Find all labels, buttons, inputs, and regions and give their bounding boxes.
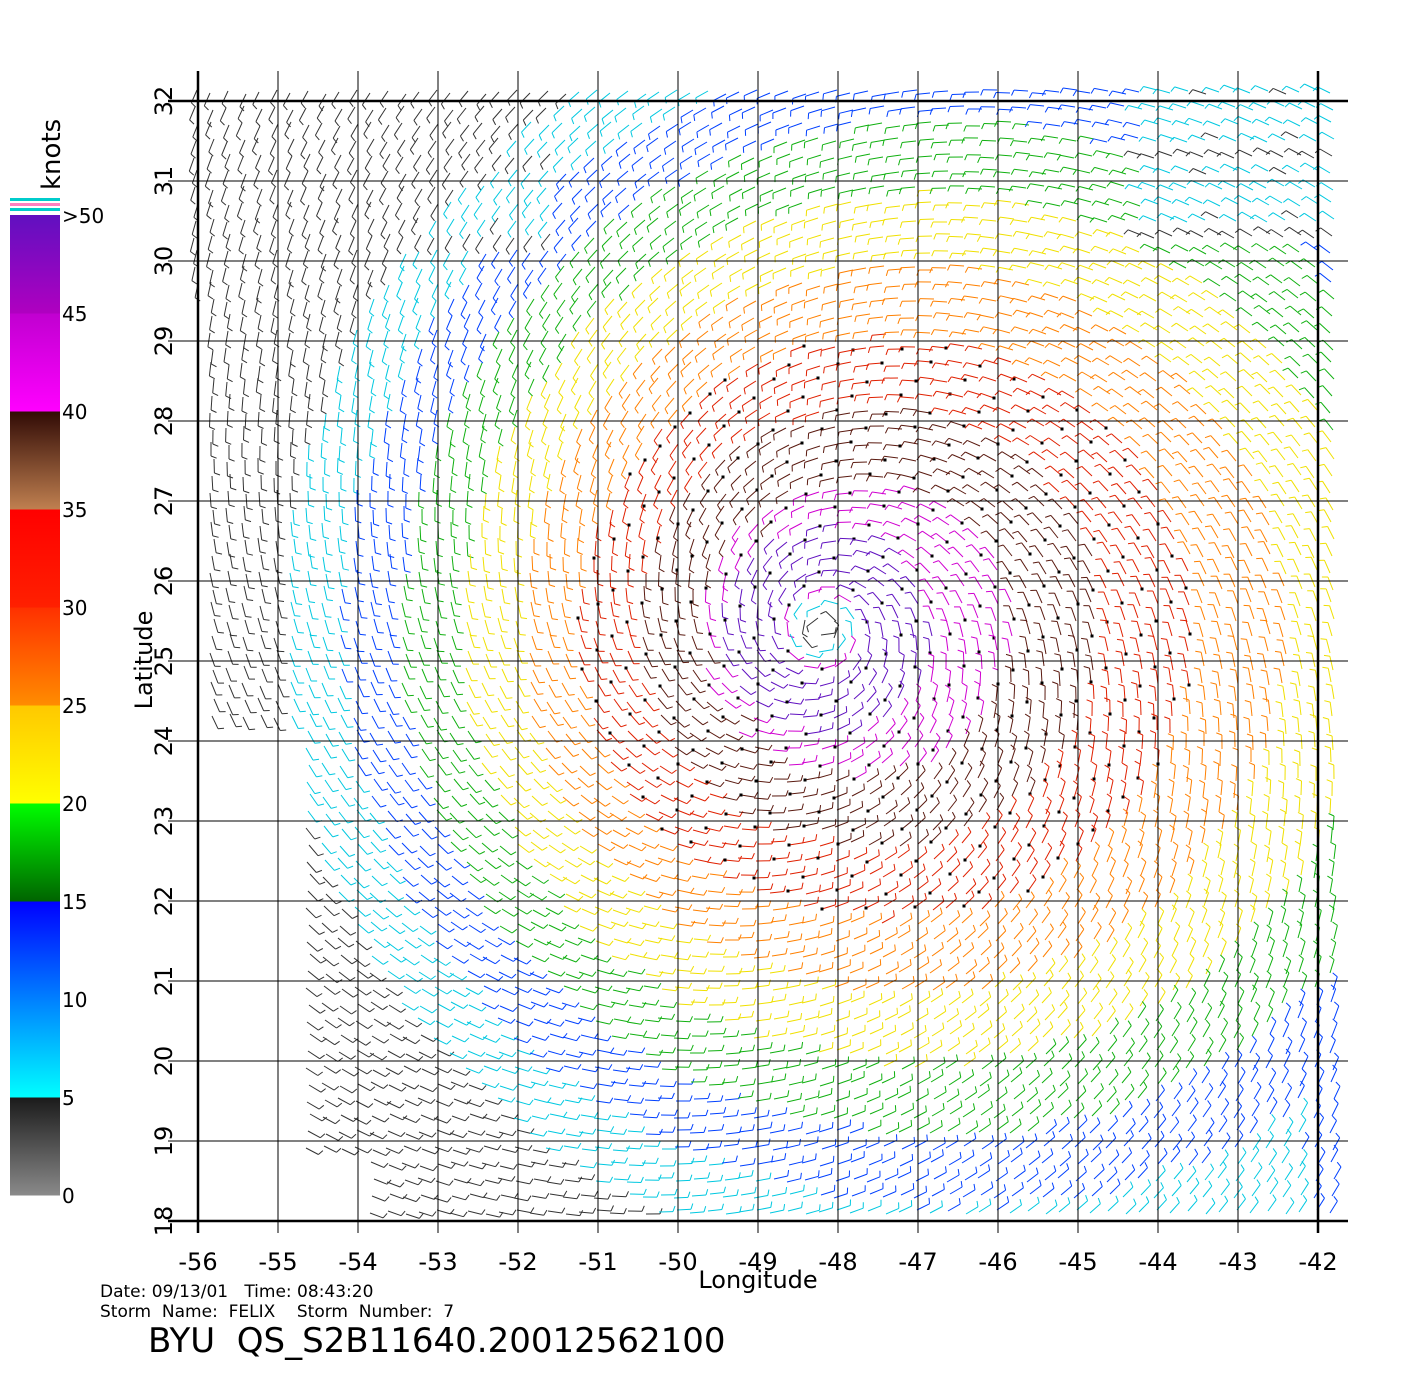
latitude-tick-label: 19 xyxy=(150,1126,178,1157)
longitude-tick-label: -48 xyxy=(818,1248,857,1276)
longitude-tick-label: -46 xyxy=(978,1248,1017,1276)
storm-info-line: Storm Name: FELIX Storm Number: 7 xyxy=(100,1302,454,1322)
longitude-tick-label: -43 xyxy=(1218,1248,1257,1276)
longitude-tick-labels: -56 -55 -54 -53 -52 -51 -50 -49 -48 -47 -46 -45 -44 -… xyxy=(178,1248,1337,1276)
colorbar-tick-label: 15 xyxy=(62,890,87,914)
latitude-tick-labels: 18 19 20 21 22 23 24 25 26 27 28 29 30 31 32 xyxy=(150,86,178,1237)
latitude-tick-label: 24 xyxy=(150,726,178,757)
y-axis-label: Latitude xyxy=(130,611,158,710)
colorbar-tick-label: 10 xyxy=(62,988,87,1012)
date-time-line: Date: 09/13/01 Time: 08:43:20 xyxy=(100,1282,373,1302)
longitude-tick-label: -54 xyxy=(338,1248,377,1276)
colorbar-segment xyxy=(10,313,60,412)
longitude-tick-label: -55 xyxy=(258,1248,297,1276)
colorbar-tick-label: 0 xyxy=(62,1184,75,1208)
colorbar-segment xyxy=(10,411,60,510)
longitude-tick-label: -49 xyxy=(738,1248,777,1276)
footer: Date: 09/13/01 Time: 08:43:20 Storm Name… xyxy=(100,1282,726,1361)
colorbar-tick-label: 45 xyxy=(62,302,87,326)
colorbar-tick-labels: 0 5 10 15 20 25 30 35 40 45 >50 xyxy=(62,204,104,1208)
longitude-tick-label: -50 xyxy=(658,1248,697,1276)
lat-lon-grid xyxy=(168,71,1348,1233)
longitude-tick-label: -42 xyxy=(1298,1248,1337,1276)
colorbar: knots 0 5 10 15 20 25 30 35 40 45 >50 xyxy=(10,119,104,1208)
colorbar-tick-label: 30 xyxy=(62,596,87,620)
colorbar-tick-label: 20 xyxy=(62,792,87,816)
x-axis-label: Longitude xyxy=(698,1266,817,1294)
longitude-tick-label: -45 xyxy=(1058,1248,1097,1276)
colorbar-segment xyxy=(10,215,60,314)
colorbar-segment xyxy=(10,803,60,902)
colorbar-tick-label: >50 xyxy=(62,204,104,228)
colorbar-segment xyxy=(10,607,60,706)
latitude-tick-label: 30 xyxy=(150,246,178,277)
latitude-tick-label: 18 xyxy=(150,1206,178,1237)
latitude-tick-label: 32 xyxy=(150,86,178,117)
colorbar-tick-label: 25 xyxy=(62,694,87,718)
colorbar-segment xyxy=(10,901,60,1000)
longitude-tick-label: -44 xyxy=(1138,1248,1177,1276)
latitude-tick-label: 22 xyxy=(150,886,178,917)
wind-barbs xyxy=(188,83,1342,1219)
latitude-tick-label: 29 xyxy=(150,326,178,357)
longitude-tick-label: -51 xyxy=(578,1248,617,1276)
longitude-tick-label: -53 xyxy=(418,1248,457,1276)
latitude-tick-label: 31 xyxy=(150,166,178,197)
latitude-tick-label: 21 xyxy=(150,966,178,997)
longitude-tick-label: -47 xyxy=(898,1248,937,1276)
colorbar-tick-label: 40 xyxy=(62,400,87,424)
latitude-tick-label: 25 xyxy=(150,646,178,677)
product-id: BYU QS_S2B11640.20012562100 xyxy=(148,1321,726,1361)
colorbar-segment xyxy=(10,999,60,1098)
wind-vector-map: -56 -55 -54 -53 -52 -51 -50 -49 -48 -47 -46 -45 -44 -… xyxy=(130,71,1348,1294)
longitude-tick-label: -52 xyxy=(498,1248,537,1276)
colorbar-tick-label: 5 xyxy=(62,1086,75,1110)
colorbar-segment xyxy=(10,509,60,608)
colorbar-segment xyxy=(10,1097,60,1196)
latitude-tick-label: 26 xyxy=(150,566,178,597)
colorbar-segment xyxy=(10,705,60,804)
latitude-tick-label: 27 xyxy=(150,486,178,517)
colorbar-title: knots xyxy=(37,119,67,190)
colorbar-segments xyxy=(10,215,60,1196)
latitude-tick-label: 28 xyxy=(150,406,178,437)
latitude-tick-label: 23 xyxy=(150,806,178,837)
latitude-tick-label: 20 xyxy=(150,1046,178,1077)
colorbar-tick-label: 35 xyxy=(62,498,87,522)
longitude-tick-label: -56 xyxy=(178,1248,217,1276)
